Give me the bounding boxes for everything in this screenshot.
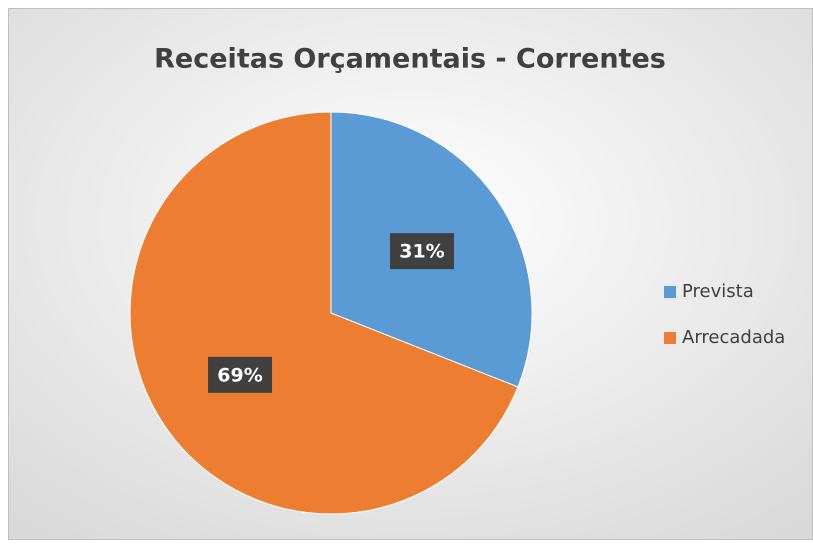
data-label-box [208, 356, 273, 393]
data-label: 69% [217, 364, 262, 386]
legend-swatch [664, 332, 676, 344]
legend-swatch [664, 286, 676, 298]
data-label-box [389, 233, 454, 270]
data-label: 31% [399, 241, 444, 263]
legend-label: Arrecadada [682, 327, 785, 348]
chart-title: Receitas Orçamentais - Correntes [154, 44, 666, 75]
legend-label: Prevista [682, 281, 754, 302]
pie-slice [129, 111, 519, 515]
